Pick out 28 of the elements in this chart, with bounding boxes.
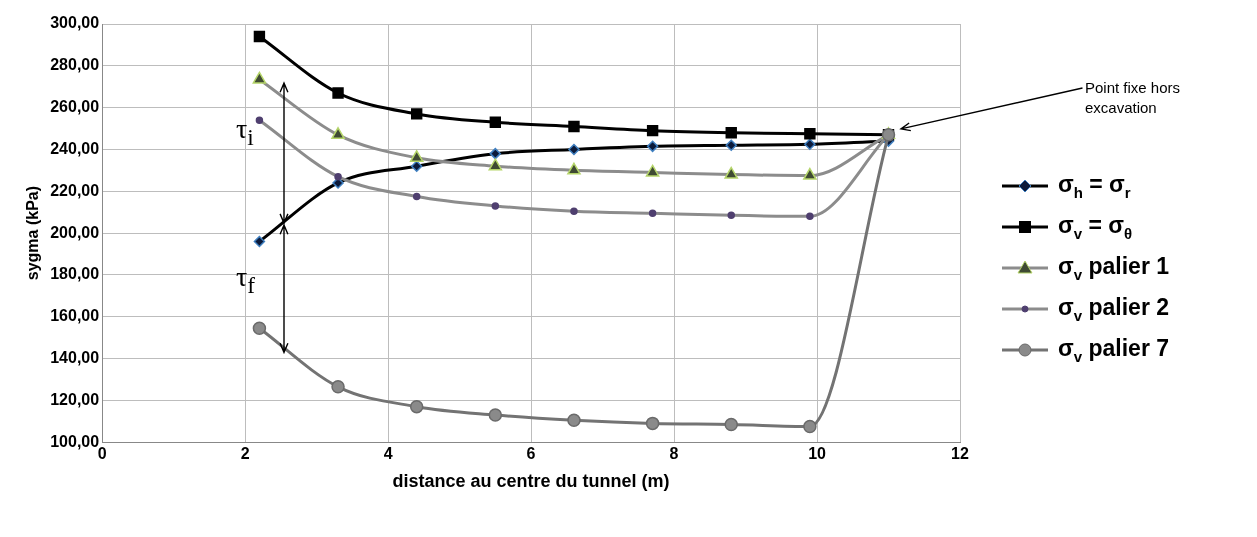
y-axis-title: sygma (kPa): [24, 185, 42, 281]
y-tick-label: 160,00: [50, 307, 100, 325]
x-tick-label: 0: [97, 445, 107, 463]
x-tick-label: 2: [240, 445, 250, 463]
y-tick-label: 280,00: [50, 56, 100, 74]
x-tick-label: 8: [669, 445, 679, 463]
y-tick-label: 240,00: [50, 139, 100, 157]
y-tick-label: 260,00: [50, 98, 100, 116]
annotation: τ$_{f}$: [236, 260, 256, 300]
text: Point fixe hors excavation: [1085, 78, 1182, 119]
x-tick-label: 6: [526, 445, 536, 463]
annotation: τ$_{i}$: [236, 112, 254, 152]
y-tick-label: 120,00: [50, 390, 100, 408]
legend-label: σ$_{v}$ palier 1: [1058, 252, 1170, 283]
y-tick-label: 220,00: [50, 181, 100, 199]
legend-label: σ$_{v}$ palier 2: [1058, 293, 1170, 324]
x-tick-label: 4: [383, 445, 393, 463]
y-tick-label: 200,00: [50, 223, 100, 241]
legend-label: σ$_{h}$ = σ$_{r}$: [1058, 170, 1131, 201]
y-tick-label: 300,00: [50, 14, 100, 32]
x-tick-label: 12: [951, 445, 969, 463]
x-tick-label: 10: [808, 445, 827, 463]
x-axis-title: distance au centre du tunnel (m): [392, 471, 670, 492]
legend-label: σ$_{v}$ palier 7: [1058, 334, 1170, 365]
y-tick-label: 100,00: [50, 432, 100, 450]
legend-label: σ$_{v}$ = σ$_{θ}$: [1058, 211, 1133, 242]
y-tick-label: 140,00: [50, 348, 100, 366]
y-tick-label: 180,00: [50, 265, 100, 283]
